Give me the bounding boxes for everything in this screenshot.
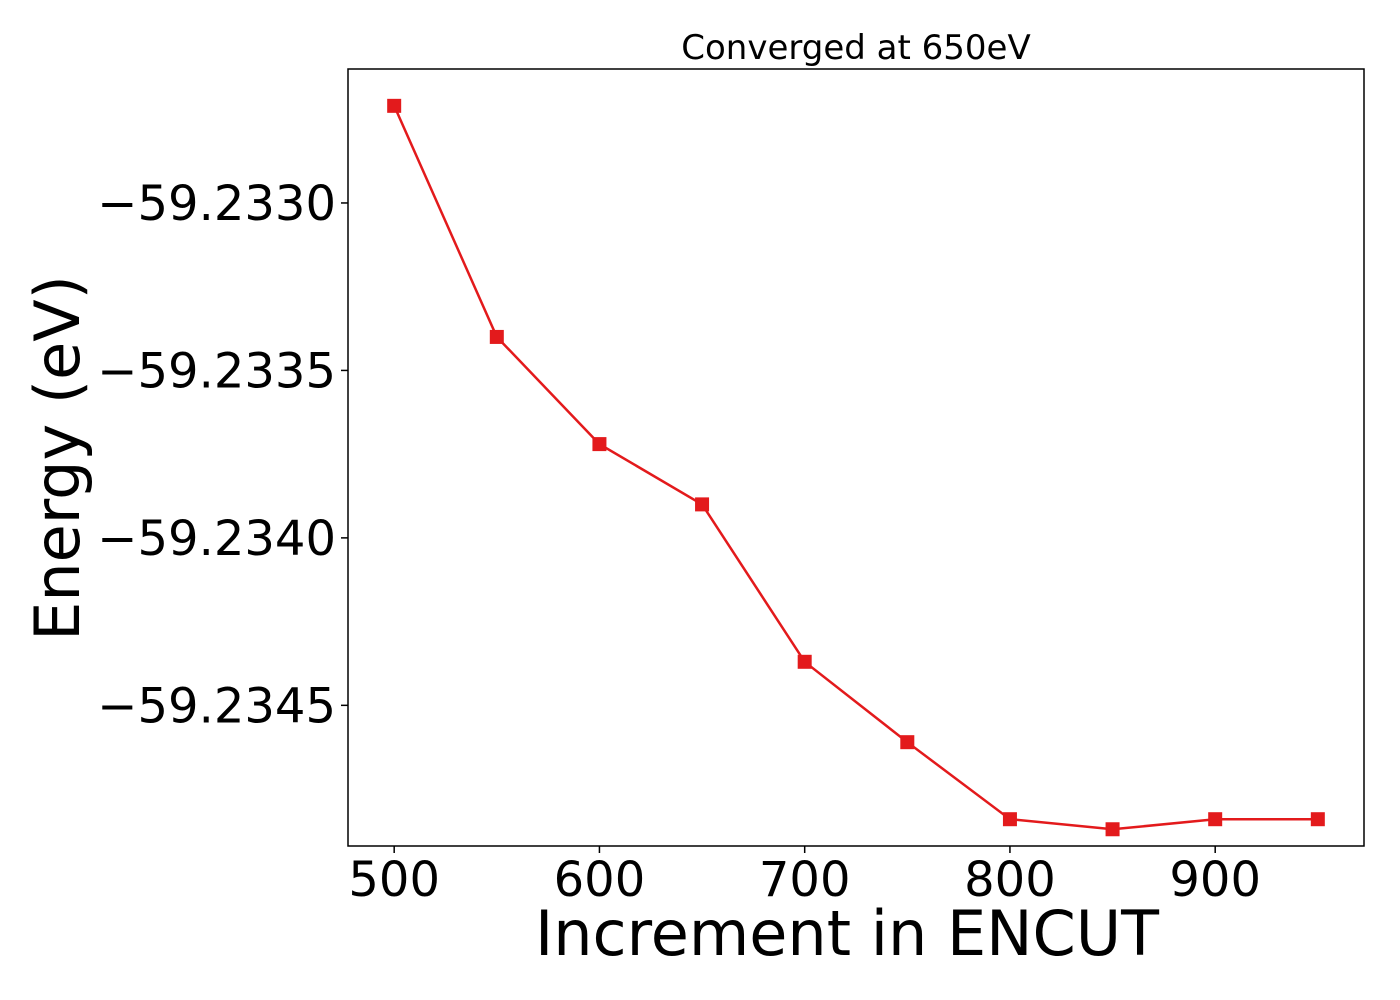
y-tick-label: −59.2340 — [97, 511, 336, 567]
x-tick-label: 500 — [348, 852, 440, 908]
data-point — [695, 497, 710, 512]
y-axis-ticks: −59.2330 −59.2335 −59.2340 −59.2345 — [97, 176, 348, 734]
x-tick-label: 900 — [1169, 852, 1261, 908]
data-point — [900, 735, 915, 750]
data-point — [1002, 812, 1017, 827]
data-point — [1310, 812, 1325, 827]
y-tick-label: −59.2330 — [97, 176, 336, 232]
chart-title: Converged at 650eV — [681, 28, 1030, 68]
plot-frame — [347, 68, 1365, 847]
x-axis-ticks: 500 600 700 800 900 — [348, 846, 1261, 908]
x-tick-label: 700 — [759, 852, 851, 908]
series-line — [393, 105, 1318, 831]
data-point — [1208, 812, 1223, 827]
y-axis-label: Energy (eV) — [21, 275, 94, 641]
x-tick-label: 800 — [964, 852, 1056, 908]
data-point — [489, 329, 504, 344]
series-group — [387, 98, 1325, 837]
x-tick-label: 600 — [554, 852, 646, 908]
y-tick-label: −59.2335 — [97, 343, 336, 399]
data-point — [1105, 822, 1120, 837]
data-point — [387, 98, 402, 113]
data-point — [797, 654, 812, 669]
data-point — [592, 437, 607, 452]
x-axis-label: Increment in ENCUT — [535, 897, 1160, 970]
y-tick-label: −59.2345 — [97, 678, 336, 734]
